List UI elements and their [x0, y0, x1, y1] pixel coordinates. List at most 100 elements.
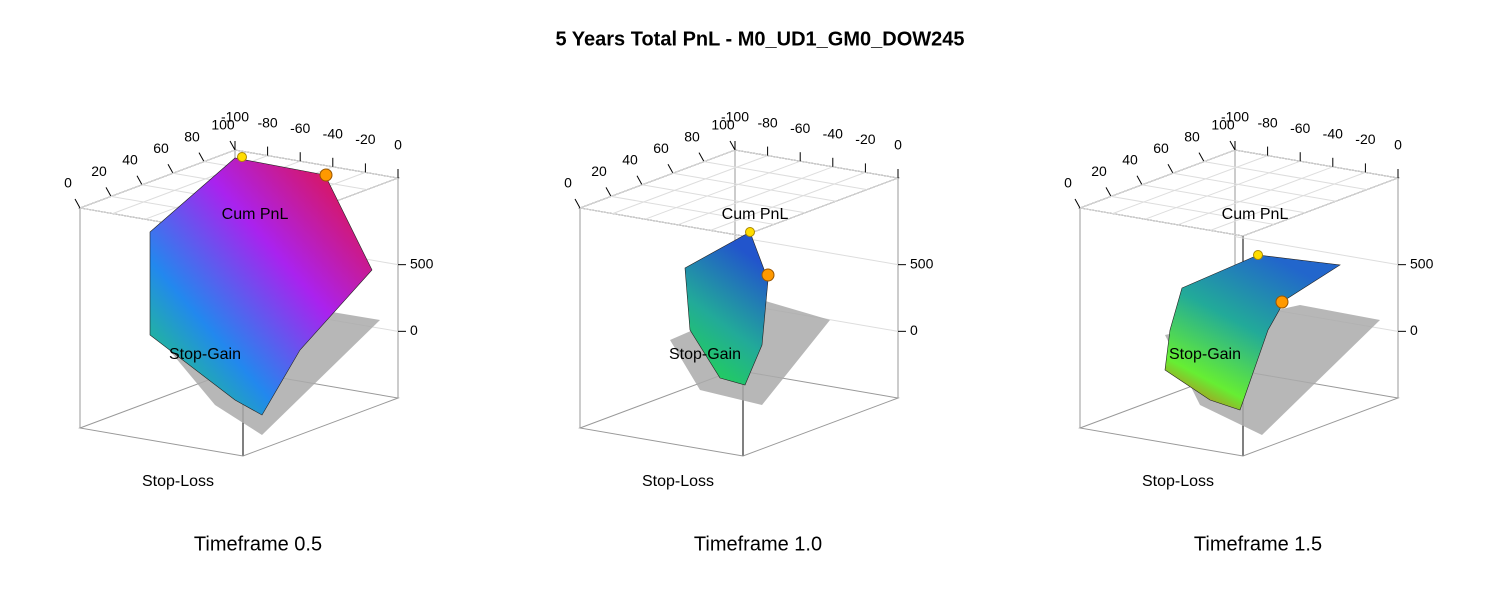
- y-tick-label: -60: [1290, 120, 1310, 136]
- y-tick-label: 0: [894, 137, 902, 153]
- y-axis-label: Stop-Gain: [169, 346, 241, 363]
- tick-mark: [605, 187, 612, 197]
- grid-line: [1145, 160, 1301, 220]
- grid-line: [1079, 207, 1244, 237]
- tick-mark: [729, 140, 736, 151]
- grid-line: [1112, 155, 1268, 215]
- grid-line: [1210, 171, 1366, 231]
- y-tick-label: -20: [855, 131, 875, 147]
- subtitle: Timeframe 1.0: [694, 533, 822, 555]
- y-tick-label: -60: [290, 120, 310, 136]
- chart-title: 5 Years Total PnL - M0_UD1_GM0_DOW245: [555, 28, 964, 50]
- y-tick-label: -100: [721, 109, 749, 125]
- x-tick-label: 0: [564, 175, 572, 191]
- marker-sphere: [319, 168, 333, 182]
- surface: [684, 231, 769, 386]
- tick-mark: [136, 175, 143, 186]
- grid-line: [734, 149, 899, 179]
- y-tick-label: -80: [757, 114, 777, 130]
- subtitle: Timeframe 1.5: [1194, 533, 1322, 555]
- tick-mark: [167, 163, 174, 174]
- tick-mark: [198, 152, 205, 162]
- tick-mark: [698, 152, 705, 162]
- y-tick-label: 0: [1394, 137, 1402, 153]
- x-tick-label: 20: [91, 163, 107, 179]
- tick-mark: [574, 198, 581, 209]
- grid-line: [710, 171, 866, 231]
- tick-mark: [74, 198, 81, 209]
- grid-line: [1079, 149, 1236, 209]
- grid-line: [610, 195, 775, 225]
- marker-sphere: [761, 268, 775, 282]
- x-tick-label: 60: [153, 140, 169, 156]
- x-tick-label: 20: [591, 163, 607, 179]
- x-tick-label: 0: [64, 175, 72, 191]
- x-tick-label: 0: [1064, 175, 1072, 191]
- z-tick-label: 500: [410, 255, 434, 271]
- z-axis-label: Cum PnL: [1222, 206, 1289, 223]
- grid-line: [1242, 177, 1399, 237]
- y-tick-label: -100: [1221, 109, 1249, 125]
- y-tick-label: -20: [1355, 131, 1375, 147]
- tick-mark: [105, 187, 112, 197]
- surface: [149, 157, 373, 416]
- tick-mark: [1136, 175, 1143, 186]
- grid-line: [1177, 166, 1333, 226]
- grid-line: [734, 236, 899, 266]
- x-tick-label: 40: [622, 152, 638, 168]
- marker-sphere: [237, 152, 247, 162]
- grid-line: [579, 149, 736, 209]
- y-tick-label: -60: [790, 120, 810, 136]
- x-tick-label: 60: [1153, 140, 1169, 156]
- tick-mark: [1198, 152, 1205, 162]
- x-tick-label: 40: [1122, 152, 1138, 168]
- grid-line: [234, 149, 399, 179]
- x-tick-label: 20: [1091, 163, 1107, 179]
- z-tick-label: 0: [410, 322, 418, 338]
- y-tick-label: -40: [323, 126, 343, 142]
- grid-line: [1234, 236, 1399, 266]
- grid-line: [672, 172, 837, 202]
- y-tick-label: -100: [221, 109, 249, 125]
- grid-line: [1172, 172, 1337, 202]
- x-tick-label: 100: [711, 117, 735, 133]
- tick-mark: [1074, 198, 1081, 209]
- tick-mark: [667, 163, 674, 174]
- x-tick-label: 80: [1184, 128, 1200, 144]
- box-bottom: [1078, 369, 1400, 457]
- y-tick-label: -40: [1323, 126, 1343, 142]
- grid-line: [742, 177, 899, 237]
- z-tick-label: 0: [910, 322, 918, 338]
- marker-sphere: [1253, 250, 1263, 260]
- y-tick-label: -80: [257, 114, 277, 130]
- grid-line: [641, 184, 806, 214]
- x-tick-label: 100: [211, 117, 235, 133]
- grid-line: [1110, 195, 1275, 225]
- y-tick-label: -40: [823, 126, 843, 142]
- tick-mark: [636, 175, 643, 186]
- tick-mark: [229, 140, 236, 151]
- x-tick-label: 100: [1211, 117, 1235, 133]
- y-tick-label: -20: [355, 131, 375, 147]
- x-axis-label: Stop-Loss: [642, 473, 714, 490]
- x-tick-label: 80: [684, 128, 700, 144]
- grid-line: [1203, 161, 1368, 191]
- x-axis-label: Stop-Loss: [142, 473, 214, 490]
- marker-sphere: [745, 227, 755, 237]
- y-tick-label: -80: [1257, 114, 1277, 130]
- y-axis-label: Stop-Gain: [669, 346, 741, 363]
- x-tick-label: 80: [184, 128, 200, 144]
- marker-sphere: [1275, 295, 1289, 309]
- grid-line: [579, 207, 744, 237]
- z-tick-label: 500: [910, 255, 934, 271]
- tick-mark: [1105, 187, 1112, 197]
- grid-line: [677, 166, 833, 226]
- x-axis-label: Stop-Loss: [1142, 473, 1214, 490]
- grid-line: [703, 161, 868, 191]
- y-tick-label: 0: [394, 137, 402, 153]
- y-axis-label: Stop-Gain: [1169, 346, 1241, 363]
- grid-line: [1234, 149, 1399, 179]
- grid-line: [612, 155, 768, 215]
